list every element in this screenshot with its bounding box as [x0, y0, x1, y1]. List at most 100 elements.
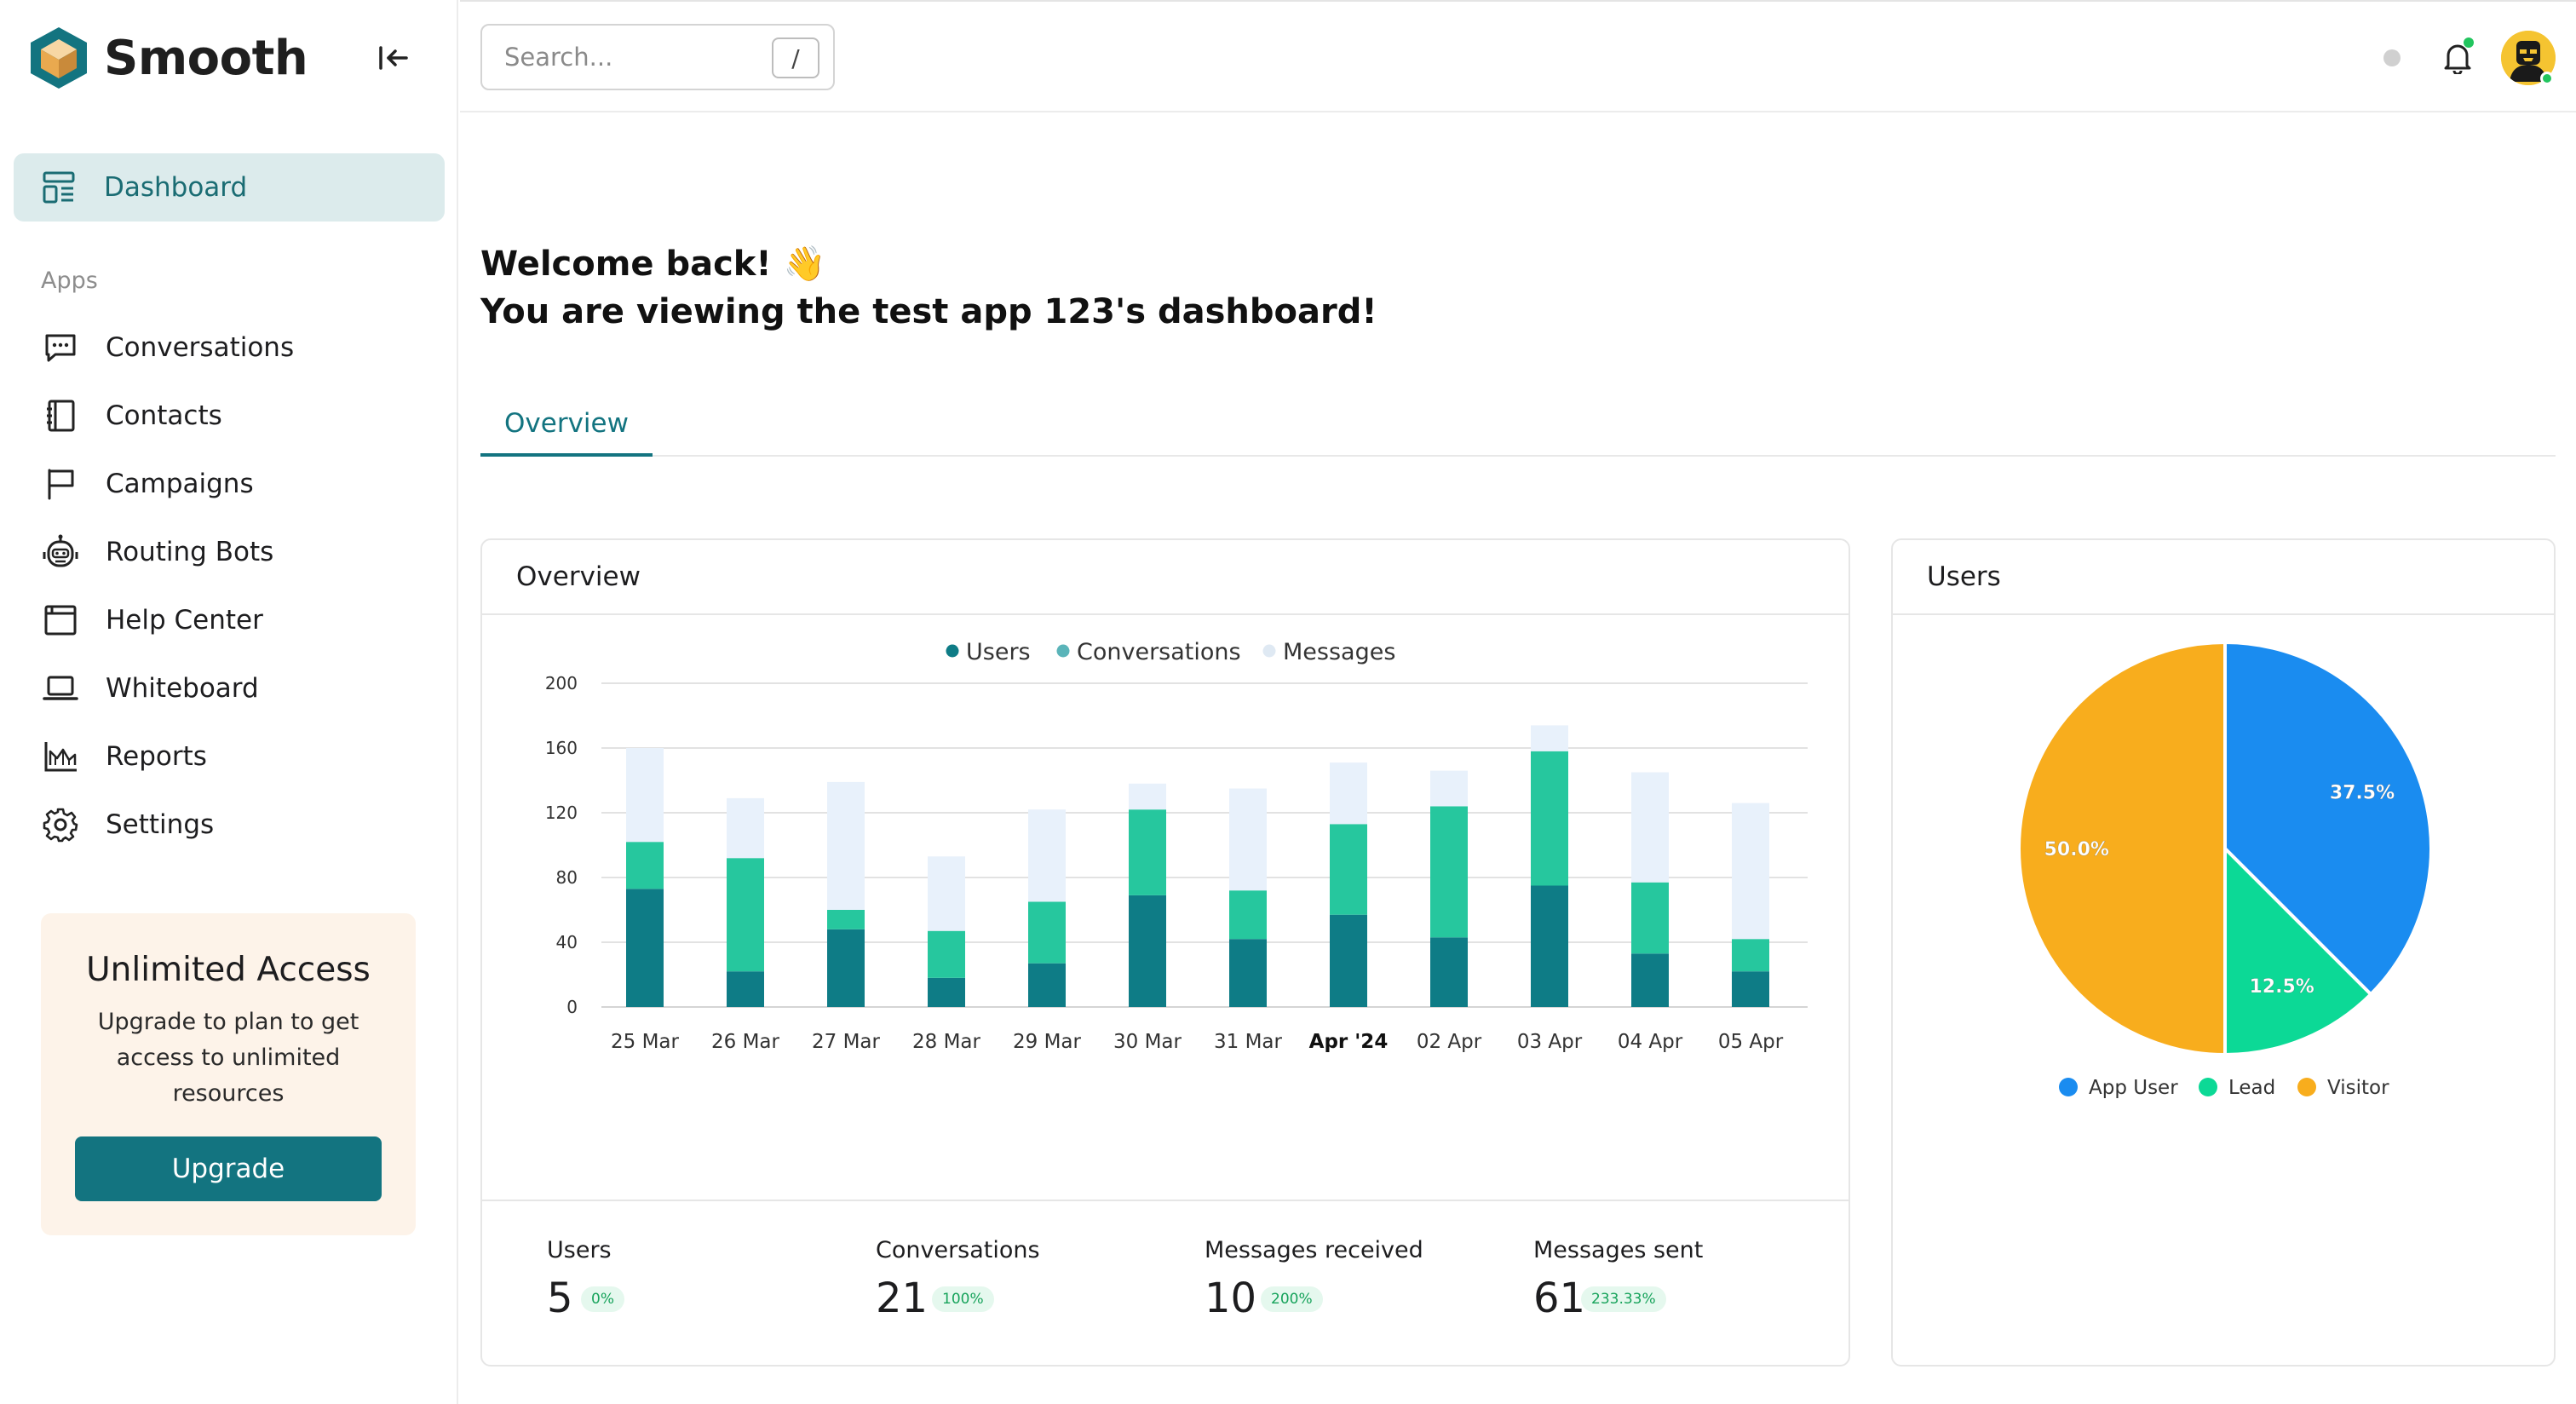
top-bar: / — [460, 0, 2576, 112]
x-tick-label: 27 Mar — [812, 1031, 881, 1053]
section-label-apps: Apps — [41, 268, 98, 294]
x-tick-label: 04 Apr — [1618, 1031, 1683, 1053]
browser-window-icon — [41, 601, 80, 640]
status-indicator — [2383, 49, 2401, 66]
stat-change-badge: 0% — [581, 1286, 624, 1312]
x-tick-label: Apr '24 — [1309, 1031, 1389, 1053]
bar-messages — [1330, 762, 1367, 825]
sidebar-item-dashboard[interactable]: Dashboard — [14, 153, 445, 222]
bar-messages — [928, 856, 965, 931]
x-tick-label: 02 Apr — [1417, 1031, 1482, 1053]
bar-conversations — [626, 842, 664, 889]
bell-icon — [2444, 44, 2471, 74]
bar-users — [1531, 885, 1568, 1007]
sidebar-item-conversations[interactable]: Conversations — [41, 314, 433, 382]
bar-users — [1028, 963, 1066, 1007]
tab-overview[interactable]: Overview — [480, 394, 653, 457]
flag-icon — [41, 464, 80, 503]
stat-label: Users — [547, 1237, 612, 1263]
bar-messages — [1531, 725, 1568, 751]
search-input[interactable] — [504, 43, 760, 72]
overview-card-title: Overview — [482, 540, 1849, 615]
overview-stats: Users 5 0% Conversations 21 100% Message… — [482, 1200, 1849, 1367]
legend-marker-visitor — [2297, 1078, 2316, 1096]
sidebar-item-whiteboard[interactable]: Whiteboard — [41, 654, 433, 722]
x-tick-label: 26 Mar — [711, 1031, 780, 1053]
cube-logo-icon — [31, 27, 87, 89]
x-tick-label: 25 Mar — [611, 1031, 680, 1053]
legend-label-lead: Lead — [2228, 1077, 2275, 1099]
sidebar-item-settings[interactable]: Settings — [41, 791, 433, 859]
bar-conversations — [1631, 882, 1669, 954]
y-tick-label: 40 — [556, 932, 578, 952]
users-card-title: Users — [1893, 540, 2554, 615]
bar-messages — [1229, 788, 1267, 891]
stat-value: 10 — [1205, 1275, 1257, 1322]
stat-change-badge: 233.33% — [1581, 1286, 1666, 1312]
y-tick-label: 0 — [566, 997, 578, 1017]
overview-card: Overview Users Conversations Messages 0 40 80… — [480, 538, 1850, 1367]
dashboard-icon — [43, 171, 75, 204]
app-logo[interactable]: Smooth — [29, 22, 308, 94]
collapse-left-icon — [379, 46, 408, 70]
x-tick-label: 29 Mar — [1013, 1031, 1082, 1053]
bar-users — [1330, 914, 1367, 1007]
bar-users — [1631, 953, 1669, 1007]
x-tick-label: 05 Apr — [1718, 1031, 1784, 1053]
bar-conversations — [928, 930, 965, 978]
bar-conversations — [1531, 751, 1568, 886]
contacts-book-icon — [41, 396, 80, 435]
welcome-heading: Welcome back! 👋 You are viewing the test… — [480, 240, 1377, 336]
online-status-dot — [2540, 72, 2554, 85]
x-tick-label: 28 Mar — [912, 1031, 981, 1053]
legend-label-app-user: App User — [2089, 1077, 2178, 1099]
x-tick-label: 03 Apr — [1517, 1031, 1583, 1053]
tab-bar: Overview — [480, 394, 2556, 457]
sidebar-item-label: Dashboard — [104, 172, 248, 203]
users-pie-chart: 37.5% 12.5% 50.0% App User Lead Visitor — [2017, 640, 2433, 1099]
laptop-icon — [41, 669, 80, 708]
dashboard-context-line: You are viewing the test app 123's dashb… — [480, 292, 1377, 331]
stat-label: Messages received — [1205, 1237, 1423, 1263]
stat-label: Conversations — [876, 1237, 1040, 1263]
sidebar-item-routing-bots[interactable]: Routing Bots — [41, 518, 433, 586]
bar-messages — [1732, 803, 1769, 940]
search-box[interactable]: / — [480, 24, 835, 90]
chat-icon — [41, 328, 80, 367]
stat-value: 21 — [876, 1275, 929, 1322]
sidebar-item-contacts[interactable]: Contacts — [41, 382, 433, 450]
gear-icon — [41, 805, 80, 844]
legend-label-users: Users — [966, 639, 1031, 665]
sidebar: Smooth Dashboard Apps Conversations — [0, 0, 458, 1404]
legend-marker-conversations — [1056, 644, 1070, 658]
bar-users — [1430, 937, 1468, 1007]
sidebar-item-label: Reports — [106, 741, 207, 772]
app-name: Smooth — [104, 30, 308, 86]
bar-users — [626, 889, 664, 1007]
collapse-sidebar-button[interactable] — [368, 32, 419, 83]
user-avatar[interactable] — [2501, 31, 2556, 85]
bar-conversations — [1129, 809, 1166, 895]
upgrade-card: Unlimited Access Upgrade to plan to get … — [41, 913, 416, 1235]
bar-conversations — [727, 858, 764, 972]
bar-users — [928, 977, 965, 1007]
bar-conversations — [1028, 901, 1066, 964]
upgrade-title: Unlimited Access — [86, 951, 371, 989]
notifications-button[interactable] — [2436, 36, 2479, 80]
sidebar-item-help-center[interactable]: Help Center — [41, 586, 433, 654]
upgrade-button[interactable]: Upgrade — [75, 1136, 382, 1201]
sidebar-item-reports[interactable]: Reports — [41, 722, 433, 791]
area-chart-icon — [41, 737, 80, 776]
welcome-line: Welcome back! 👋 — [480, 245, 826, 284]
bar-conversations — [1330, 824, 1367, 915]
sidebar-item-label: Contacts — [106, 400, 222, 431]
bar-conversations — [1229, 890, 1267, 940]
notification-dot — [2464, 37, 2474, 48]
sidebar-item-campaigns[interactable]: Campaigns — [41, 450, 433, 518]
bar-messages — [827, 781, 865, 910]
y-tick-label: 120 — [545, 803, 578, 823]
sidebar-nav: Conversations Contacts Campaigns Routing… — [41, 314, 433, 859]
bar-messages — [626, 748, 664, 843]
avatar-image — [2501, 31, 2556, 85]
bar-conversations — [1430, 806, 1468, 938]
